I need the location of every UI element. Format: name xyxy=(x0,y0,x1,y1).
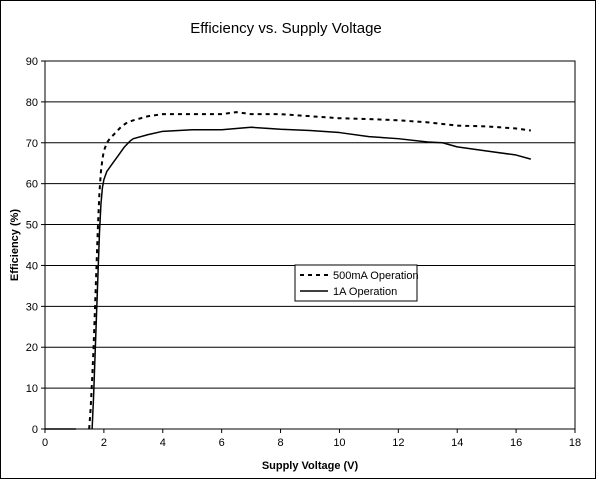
y-tick-label-50: 50 xyxy=(26,220,38,232)
x-axis-title: Supply Voltage (V) xyxy=(262,460,359,472)
legend-label-1a: 1A Operation xyxy=(333,286,397,298)
legend-label-500ma: 500mA Operation xyxy=(333,270,419,282)
y-tick-label-0: 0 xyxy=(32,424,38,436)
y-tick-label-90: 90 xyxy=(26,56,38,68)
series-layer xyxy=(45,111,532,430)
grid-lines xyxy=(45,101,575,389)
x-axis: 0 2 4 6 8 10 12 14 16 18 xyxy=(42,429,581,449)
y-axis: 0 10 20 30 40 50 60 70 80 90 xyxy=(26,56,45,436)
x-tick-label-0: 0 xyxy=(42,437,48,449)
series-line-500ma xyxy=(88,111,531,430)
x-tick-label-8: 8 xyxy=(277,437,283,449)
legend: 500mA Operation 1A Operation xyxy=(294,264,419,302)
chart-title: Efficiency vs. Supply Voltage xyxy=(190,20,382,37)
y-tick-label-40: 40 xyxy=(26,260,38,272)
x-tick-label-14: 14 xyxy=(451,437,463,449)
x-tick-label-2: 2 xyxy=(101,437,107,449)
y-axis-title: Efficiency (%) xyxy=(9,209,21,281)
x-tick-label-12: 12 xyxy=(392,437,404,449)
x-tick-label-10: 10 xyxy=(333,437,345,449)
x-tick-label-16: 16 xyxy=(510,437,522,449)
legend-box xyxy=(294,264,418,302)
x-tick-label-6: 6 xyxy=(219,437,225,449)
y-tick-label-60: 60 xyxy=(26,179,38,191)
y-tick-label-20: 20 xyxy=(26,342,38,354)
series-line-1a xyxy=(91,126,532,430)
y-tick-label-70: 70 xyxy=(26,138,38,150)
y-tick-label-80: 80 xyxy=(26,97,38,109)
x-tick-label-4: 4 xyxy=(160,437,166,449)
plot-area xyxy=(44,60,576,430)
y-tick-label-10: 10 xyxy=(26,383,38,395)
y-tick-label-30: 30 xyxy=(26,301,38,313)
x-tick-label-18: 18 xyxy=(569,437,581,449)
